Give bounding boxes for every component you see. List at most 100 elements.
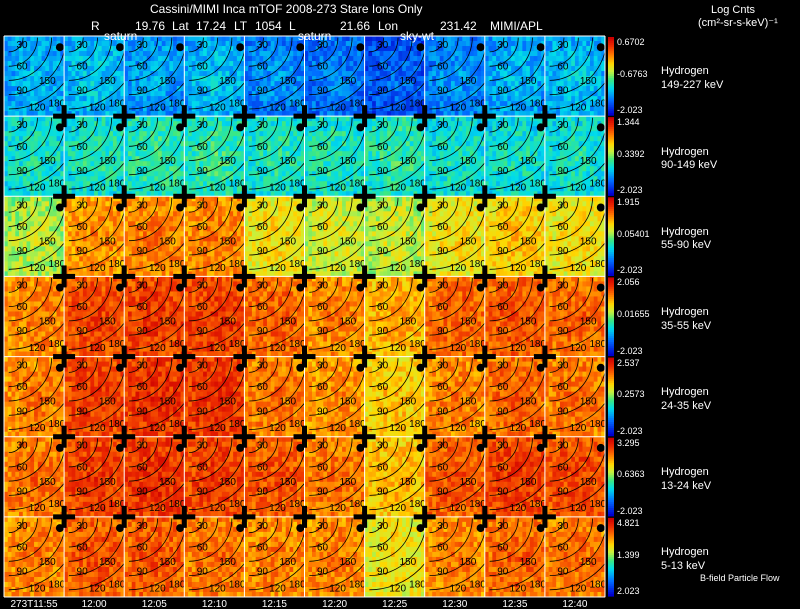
pixel xyxy=(64,96,68,102)
pixel xyxy=(515,76,519,82)
pixel xyxy=(87,96,91,102)
pixel xyxy=(485,51,489,57)
pixel xyxy=(45,41,49,47)
pixel xyxy=(109,136,113,142)
pixel xyxy=(305,91,309,97)
pixel xyxy=(489,91,493,97)
pixel xyxy=(105,141,109,147)
pixel xyxy=(12,66,16,72)
pixel xyxy=(594,36,598,42)
pixel xyxy=(575,91,579,97)
pixel xyxy=(132,101,136,107)
pixel xyxy=(274,81,278,87)
pixel xyxy=(582,51,586,57)
pixel xyxy=(135,96,139,102)
pixel xyxy=(451,61,455,67)
pixel xyxy=(368,96,372,102)
pixel xyxy=(477,56,481,62)
pixel xyxy=(196,51,200,57)
pixel xyxy=(117,156,121,162)
pixel xyxy=(597,91,601,97)
pixel xyxy=(286,66,290,72)
pixel xyxy=(222,41,226,47)
pixel xyxy=(305,51,309,57)
contour-label: 90 xyxy=(16,166,28,177)
pixel xyxy=(158,96,162,102)
pixel xyxy=(534,56,538,62)
pixel xyxy=(248,96,252,102)
pixel xyxy=(4,41,8,47)
pixel xyxy=(8,81,12,87)
pixel xyxy=(391,61,395,67)
pixel xyxy=(511,96,515,102)
pixel xyxy=(564,96,568,102)
contour-label: 120 xyxy=(389,103,406,114)
pixel xyxy=(8,171,12,177)
direction-marker xyxy=(296,43,304,51)
pixel xyxy=(90,76,94,82)
pixel xyxy=(19,106,23,112)
pixel xyxy=(184,71,188,77)
pixel xyxy=(4,51,8,57)
pixel xyxy=(350,66,354,72)
pixel xyxy=(496,101,500,107)
pixel xyxy=(459,51,463,57)
pixel xyxy=(248,101,252,107)
pixel xyxy=(19,101,23,107)
pixel xyxy=(154,81,158,87)
pixel xyxy=(410,56,414,62)
pixel xyxy=(511,36,515,42)
pixel xyxy=(365,51,369,57)
pixel xyxy=(57,131,61,137)
pixel xyxy=(331,41,335,47)
pixel xyxy=(12,36,16,42)
pixel xyxy=(79,51,83,57)
pixel xyxy=(12,56,16,62)
pixel xyxy=(579,56,583,62)
pixel xyxy=(12,156,16,162)
pixel xyxy=(218,41,222,47)
contour-label: 60 xyxy=(497,62,509,73)
pixel xyxy=(451,96,455,102)
pixel xyxy=(192,36,196,42)
pixel xyxy=(267,76,271,82)
pixel xyxy=(474,51,478,57)
pixel xyxy=(45,121,49,127)
pixel xyxy=(346,41,350,47)
pixel xyxy=(15,131,19,137)
pixel xyxy=(560,96,564,102)
pixel xyxy=(545,46,549,52)
pixel xyxy=(68,176,72,182)
pixel xyxy=(188,91,192,97)
pixel xyxy=(158,91,162,97)
pixel xyxy=(485,71,489,77)
pixel xyxy=(575,56,579,62)
pixel xyxy=(154,51,158,57)
contour-label: 120 xyxy=(209,103,226,114)
pixel xyxy=(169,66,173,72)
pixel xyxy=(335,96,339,102)
pixel xyxy=(477,36,481,42)
pixel xyxy=(297,91,301,97)
pixel xyxy=(4,126,8,132)
pixel xyxy=(466,36,470,42)
pixel xyxy=(72,136,76,142)
contour-label: 60 xyxy=(317,62,329,73)
pixel xyxy=(87,131,91,137)
pixel xyxy=(489,36,493,42)
pixel xyxy=(12,136,16,142)
pixel xyxy=(312,101,316,107)
pixel xyxy=(338,56,342,62)
pixel xyxy=(207,96,211,102)
pixel xyxy=(519,36,523,42)
pixel xyxy=(256,96,260,102)
pixel xyxy=(590,66,594,72)
pixel xyxy=(64,36,68,42)
pixel xyxy=(496,51,500,57)
pixel xyxy=(368,56,372,62)
pixel xyxy=(117,151,121,157)
pixel xyxy=(305,96,309,102)
pixel xyxy=(440,51,444,57)
pixel xyxy=(23,96,27,102)
pixel xyxy=(586,41,590,47)
